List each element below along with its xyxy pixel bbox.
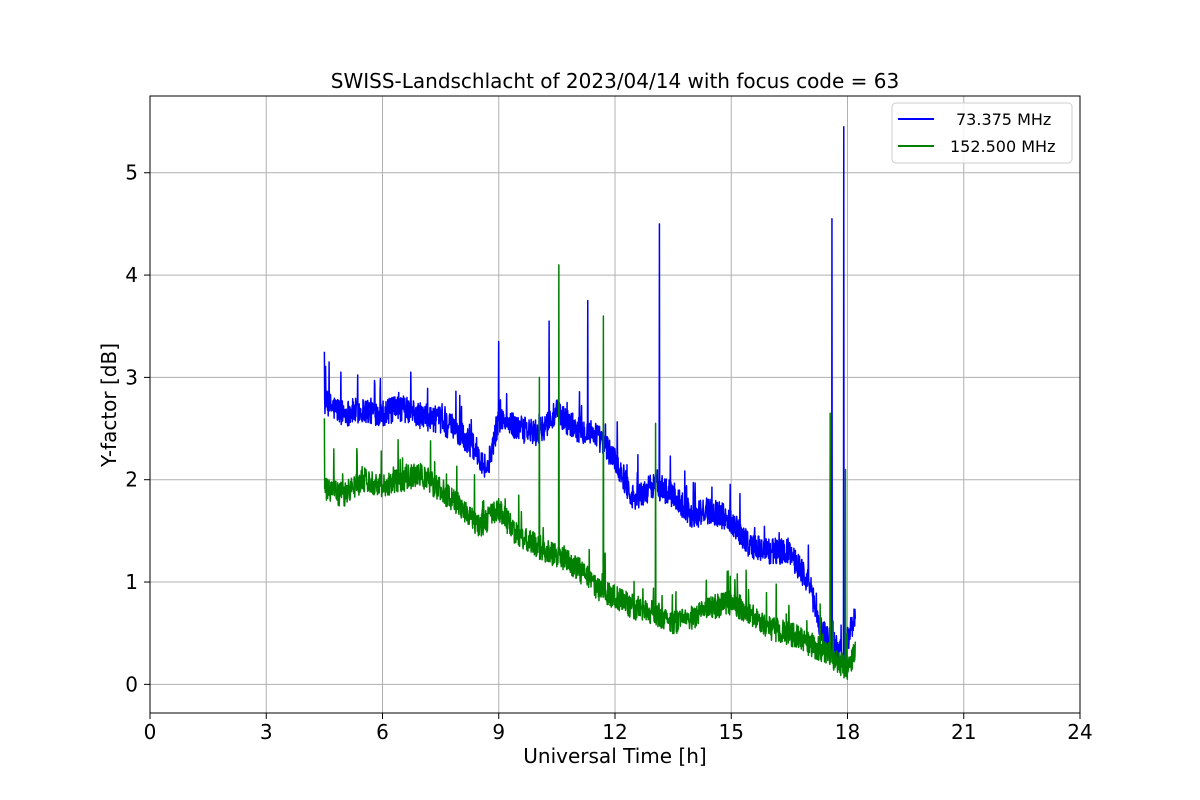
y-tick-label: 4 <box>125 263 138 287</box>
x-tick-label: 15 <box>719 720 744 744</box>
x-tick-label: 12 <box>602 720 627 744</box>
x-tick-label: 9 <box>492 720 505 744</box>
x-axis-label: Universal Time [h] <box>523 744 706 768</box>
legend: 73.375 MHz 152.500 MHz <box>891 102 1073 164</box>
x-tick-label: 18 <box>835 720 860 744</box>
y-tick-label: 3 <box>125 365 138 389</box>
x-ticks: 0 3 6 9 12 15 18 21 24 <box>144 713 1093 744</box>
x-tick-label: 6 <box>376 720 389 744</box>
y-tick-label: 2 <box>125 468 138 492</box>
legend-box <box>891 102 1073 164</box>
legend-label-152500: 152.500 MHz <box>950 137 1055 156</box>
series-line-73-375-mhz <box>323 125 856 667</box>
y-tick-label: 5 <box>125 161 138 185</box>
chart-title: SWISS-Landschlacht of 2023/04/14 with fo… <box>331 69 899 93</box>
y-tick-label: 0 <box>125 672 138 696</box>
series-line-152-500-mhz <box>323 264 856 680</box>
x-tick-label: 21 <box>951 720 976 744</box>
y-ticks: 0 1 2 3 4 5 <box>125 161 150 696</box>
y-tick-label: 1 <box>125 570 138 594</box>
series-group <box>323 125 856 680</box>
y-axis-label: Y-factor [dB] <box>97 343 121 468</box>
x-tick-label: 3 <box>260 720 273 744</box>
x-tick-label: 24 <box>1067 720 1092 744</box>
x-tick-label: 0 <box>144 720 157 744</box>
legend-label-73375: 73.375 MHz <box>956 110 1051 129</box>
